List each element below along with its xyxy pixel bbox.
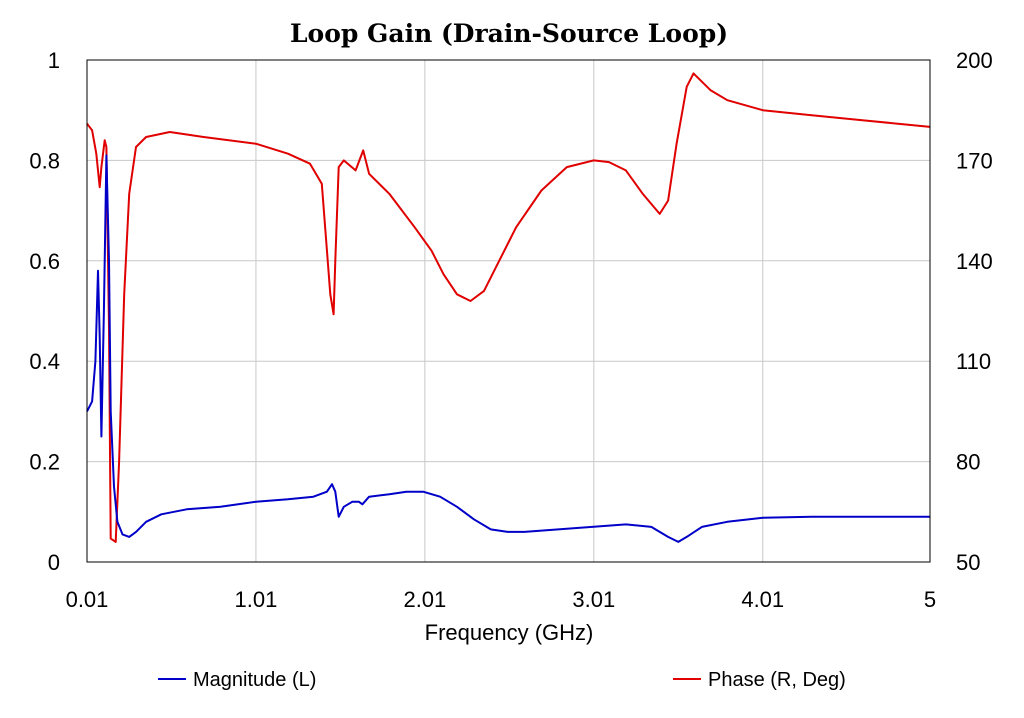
plot-frame: [86, 59, 931, 563]
y-right-axis-ticks: 50 80 110 140 170 200: [956, 48, 993, 575]
y-right-tick-label: 200: [956, 48, 993, 73]
chart-title: Loop Gain (Drain-Source Loop): [290, 19, 728, 48]
plot-area: [87, 60, 930, 562]
legend-entry-phase: Phase (R, Deg): [673, 669, 846, 691]
magnitude-series-line: [86, 154, 930, 543]
x-axis-label: Frequency (GHz): [425, 620, 594, 645]
x-tick-label: 3.01: [572, 587, 615, 612]
y-left-axis-ticks: 0 0.2 0.4 0.6 0.8 1: [29, 48, 60, 575]
y-left-tick-label: 0.8: [29, 148, 60, 173]
legend-label: Phase (R, Deg): [708, 669, 846, 691]
legend: Magnitude (L) Phase (R, Deg): [158, 669, 846, 691]
y-right-tick-label: 170: [956, 148, 993, 173]
legend-entry-magnitude: Magnitude (L): [158, 669, 316, 691]
phase-series-line: [86, 72, 931, 543]
x-tick-label: 2.01: [403, 587, 446, 612]
x-tick-label: 0.01: [66, 587, 109, 612]
y-left-tick-label: 0.6: [29, 249, 60, 274]
y-left-tick-label: 0.2: [29, 450, 60, 475]
series-layer: [86, 72, 931, 543]
x-axis-ticks: 0.01 1.01 2.01 3.01 4.01 5: [66, 587, 937, 612]
y-left-tick-label: 0.4: [29, 349, 60, 374]
x-tick-label: 4.01: [741, 587, 784, 612]
x-tick-label: 5: [924, 587, 936, 612]
y-left-tick-label: 0: [48, 550, 60, 575]
y-right-tick-label: 140: [956, 249, 993, 274]
y-right-tick-label: 110: [956, 349, 991, 374]
x-tick-label: 1.01: [235, 587, 278, 612]
y-left-tick-label: 1: [48, 48, 60, 73]
y-right-tick-label: 80: [956, 450, 980, 475]
y-right-tick-label: 50: [956, 550, 980, 575]
legend-label: Magnitude (L): [193, 669, 316, 691]
